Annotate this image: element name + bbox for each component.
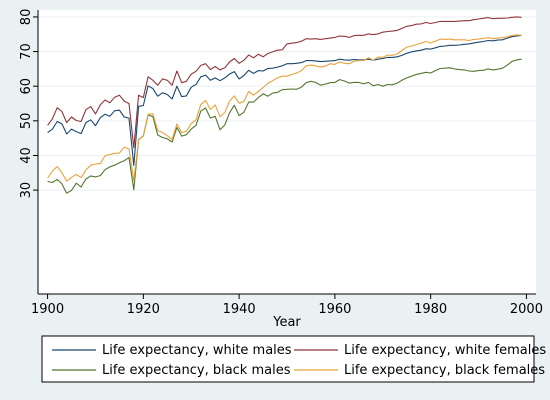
series-lines	[47, 16, 522, 194]
gridlines	[38, 16, 536, 191]
series-line-3	[47, 34, 522, 182]
legend-label-0: Life expectancy, white males	[102, 343, 292, 358]
x-tick-label: 1920	[127, 302, 160, 317]
y-tick-label: 60	[19, 78, 34, 95]
legend-label-1: Life expectancy, white females	[344, 343, 546, 358]
y-tick-label: 40	[19, 147, 34, 164]
x-axis-ticks: 1900 1920 1940 1960 1980 2000	[31, 294, 543, 317]
legend-label-3: Life expectancy, black females	[344, 363, 545, 378]
series-line-0	[47, 34, 522, 167]
y-tick-label: 50	[19, 113, 34, 130]
legend-box	[41, 335, 535, 383]
series-line-1	[47, 16, 522, 149]
y-tick-label: 70	[19, 43, 34, 60]
x-tick-label: 1940	[223, 302, 256, 317]
y-axis-ticks: 30 40 50 60 70 80	[19, 9, 38, 199]
legend-label-2: Life expectancy, black males	[102, 363, 291, 378]
x-tick-label: 1900	[31, 302, 64, 317]
x-tick-label: 1980	[414, 302, 447, 317]
legend: Life expectancy, white males Life expecta…	[52, 343, 546, 378]
y-tick-label: 30	[19, 182, 34, 199]
y-tick-label: 80	[19, 9, 34, 26]
x-tick-label: 2000	[510, 302, 543, 317]
x-tick-label: 1960	[318, 302, 351, 317]
series-line-2	[47, 58, 522, 194]
plot-area	[38, 10, 536, 294]
x-axis-title: Year	[272, 315, 301, 330]
